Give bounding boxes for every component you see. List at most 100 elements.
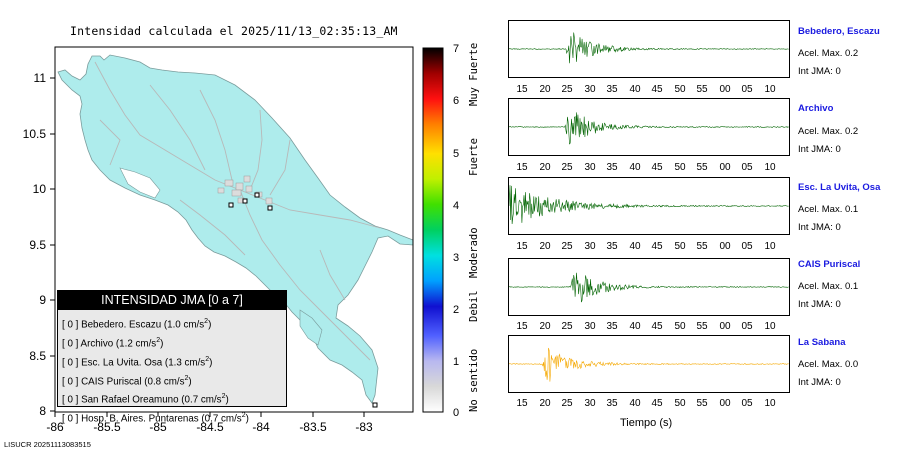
time-tick: 55 xyxy=(696,398,708,409)
colorbar-label-no-sentido: No sentido xyxy=(468,349,480,412)
waveform-trace xyxy=(509,347,789,382)
time-tick: 10 xyxy=(764,162,776,173)
time-tick: 45 xyxy=(651,321,663,332)
time-tick: 05 xyxy=(741,398,753,409)
time-tick: 10 xyxy=(764,84,776,95)
waveform-trace xyxy=(509,112,789,145)
time-tick: 20 xyxy=(539,84,551,95)
station-acel: Acel. Max. 0.0 xyxy=(798,359,859,370)
time-tick: 10 xyxy=(764,398,776,409)
station-name: Esc. La Uvita, Osa xyxy=(798,182,881,193)
waveform-panel xyxy=(508,258,790,316)
time-tick: 05 xyxy=(741,241,753,252)
station-int: Int JMA: 0 xyxy=(798,377,841,388)
time-tick: 55 xyxy=(696,84,708,95)
station-acel: Acel. Max. 0.2 xyxy=(798,48,859,59)
time-tick: 05 xyxy=(741,321,753,332)
time-tick: 50 xyxy=(674,162,686,173)
legend-item: [ 0 ] Hosp. B. Aires. Puntarenas (0.7 cm… xyxy=(62,412,249,425)
time-tick: 55 xyxy=(696,162,708,173)
legend-title: INTENSIDAD JMA [0 a 7] xyxy=(58,291,286,310)
y-tick: 9 xyxy=(39,293,46,307)
colorbar-gradient xyxy=(422,47,444,413)
time-tick: 55 xyxy=(696,241,708,252)
time-tick: 55 xyxy=(696,321,708,332)
x-tick: -86 xyxy=(46,420,64,434)
colorbar-tick: 6 xyxy=(453,95,459,107)
colorbar-tick: 2 xyxy=(453,304,459,316)
time-tick: 00 xyxy=(719,398,731,409)
y-tick: 10 xyxy=(33,182,47,196)
colorbar-label-muy-fuerte: Muy Fuerte xyxy=(468,43,480,106)
waveform-panel xyxy=(508,335,790,393)
station-name: CAIS Puriscal xyxy=(798,259,861,270)
station-name: La Sabana xyxy=(798,337,846,348)
time-tick: 15 xyxy=(516,321,528,332)
time-tick: 15 xyxy=(516,162,528,173)
y-tick: 11 xyxy=(34,71,47,85)
y-tick: 8 xyxy=(39,404,46,418)
waveform-panel xyxy=(508,177,790,235)
colorbar-tick: 7 xyxy=(453,43,459,55)
station-markers xyxy=(228,192,378,408)
waveform-line xyxy=(509,32,789,64)
station-acel: Acel. Max. 0.2 xyxy=(798,126,859,137)
time-tick: 30 xyxy=(584,162,596,173)
waveform-line xyxy=(509,185,789,225)
legend-item: [ 0 ] CAIS Puriscal (0.8 cm/s2) xyxy=(62,374,192,387)
time-tick: 40 xyxy=(629,321,641,332)
time-tick-row: 15 20 25 30 35 40 45 50 55 00 05 10 xyxy=(508,321,790,333)
time-tick-row: 15 20 25 30 35 40 45 50 55 00 05 10 xyxy=(508,162,790,174)
time-tick: 10 xyxy=(764,241,776,252)
waveform-trace xyxy=(509,32,789,64)
time-tick: 20 xyxy=(539,241,551,252)
colorbar-tick: 3 xyxy=(453,252,459,264)
station-acel: Acel. Max. 0.1 xyxy=(798,204,859,215)
time-tick: 20 xyxy=(539,162,551,173)
station-name: Archivo xyxy=(798,103,834,114)
road-network xyxy=(94,61,381,361)
station-name: Bebedero, Escazu xyxy=(798,26,880,37)
waveform-line xyxy=(509,347,789,382)
x-tick: -84.5 xyxy=(196,420,224,434)
time-tick: 45 xyxy=(651,241,663,252)
station-int: Int JMA: 0 xyxy=(798,66,841,77)
waveform-trace xyxy=(509,185,789,225)
time-tick: 45 xyxy=(651,162,663,173)
y-tick: 8.5 xyxy=(29,349,46,363)
time-tick: 25 xyxy=(561,241,573,252)
time-tick: 30 xyxy=(584,398,596,409)
time-tick: 40 xyxy=(629,241,641,252)
time-tick: 05 xyxy=(741,84,753,95)
time-tick: 45 xyxy=(651,398,663,409)
time-tick: 40 xyxy=(629,162,641,173)
time-tick: 20 xyxy=(539,321,551,332)
time-tick: 30 xyxy=(584,241,596,252)
time-tick: 35 xyxy=(606,162,618,173)
station-int: Int JMA: 0 xyxy=(798,299,841,310)
time-axis-label: Tiempo (s) xyxy=(620,417,673,429)
time-tick: 35 xyxy=(606,84,618,95)
y-tick: 9.5 xyxy=(29,238,46,252)
waveform-panel xyxy=(508,20,790,78)
station-int: Int JMA: 0 xyxy=(798,222,841,233)
time-tick: 00 xyxy=(719,241,731,252)
station-acel: Acel. Max. 0.1 xyxy=(798,281,859,292)
time-tick: 05 xyxy=(741,162,753,173)
time-tick: 30 xyxy=(584,321,596,332)
x-tick: -85.5 xyxy=(93,420,121,434)
time-tick: 35 xyxy=(606,241,618,252)
colorbar-tick: 5 xyxy=(453,148,459,160)
legend-item: [ 0 ] Bebedero. Escazu (1.0 cm/s2) xyxy=(62,318,212,331)
time-tick: 25 xyxy=(561,84,573,95)
x-tick: -85 xyxy=(149,420,167,434)
time-tick: 25 xyxy=(561,321,573,332)
waveform-line xyxy=(509,112,789,145)
waveform-line xyxy=(509,272,789,303)
colorbar-label-debil: Debil xyxy=(468,290,480,322)
time-tick: 20 xyxy=(539,398,551,409)
x-tick: -83.5 xyxy=(299,420,327,434)
colorbar-label-moderado: Moderado xyxy=(468,227,480,278)
time-tick: 15 xyxy=(516,398,528,409)
